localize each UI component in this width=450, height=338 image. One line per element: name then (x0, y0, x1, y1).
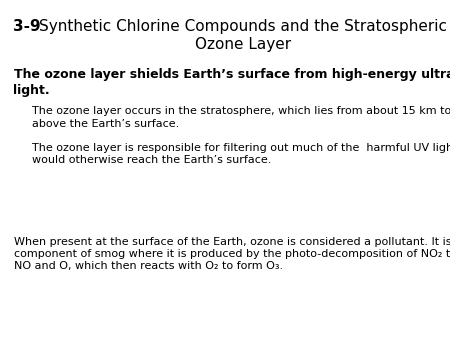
Text: 3): 3) (259, 210, 270, 220)
Text: 1): 1) (259, 165, 270, 175)
Text: O$_2$ + O: O$_2$ + O (165, 209, 206, 222)
Text: The ozone layer shields Earth’s surface from high-energy ultraviolet
light.: The ozone layer shields Earth’s surface … (14, 68, 450, 97)
Text: Synthetic Chlorine Compounds and the Stratospheric
Ozone Layer: Synthetic Chlorine Compounds and the Str… (39, 19, 447, 52)
Text: The ozone layer is responsible for filtering out much of the  harmful UV light t: The ozone layer is responsible for filte… (32, 143, 450, 165)
Text: O$_2$: O$_2$ (70, 163, 85, 177)
Text: O$_3$: O$_3$ (70, 209, 85, 222)
Text: O$_3$: O$_3$ (165, 186, 180, 199)
Text: 2): 2) (259, 188, 270, 198)
Text: The ozone layer occurs in the stratosphere, which lies from about 15 km to 50 km: The ozone layer occurs in the stratosphe… (32, 106, 450, 129)
Text: hv: hv (118, 156, 127, 165)
Text: O$_2$ + O: O$_2$ + O (44, 186, 85, 199)
Text: When present at the surface of the Earth, ozone is considered a pollutant. It is: When present at the surface of the Earth… (14, 237, 450, 271)
Text: hv: hv (118, 202, 127, 211)
Text: 2O: 2O (167, 165, 183, 175)
Text: 3-9: 3-9 (14, 19, 41, 33)
